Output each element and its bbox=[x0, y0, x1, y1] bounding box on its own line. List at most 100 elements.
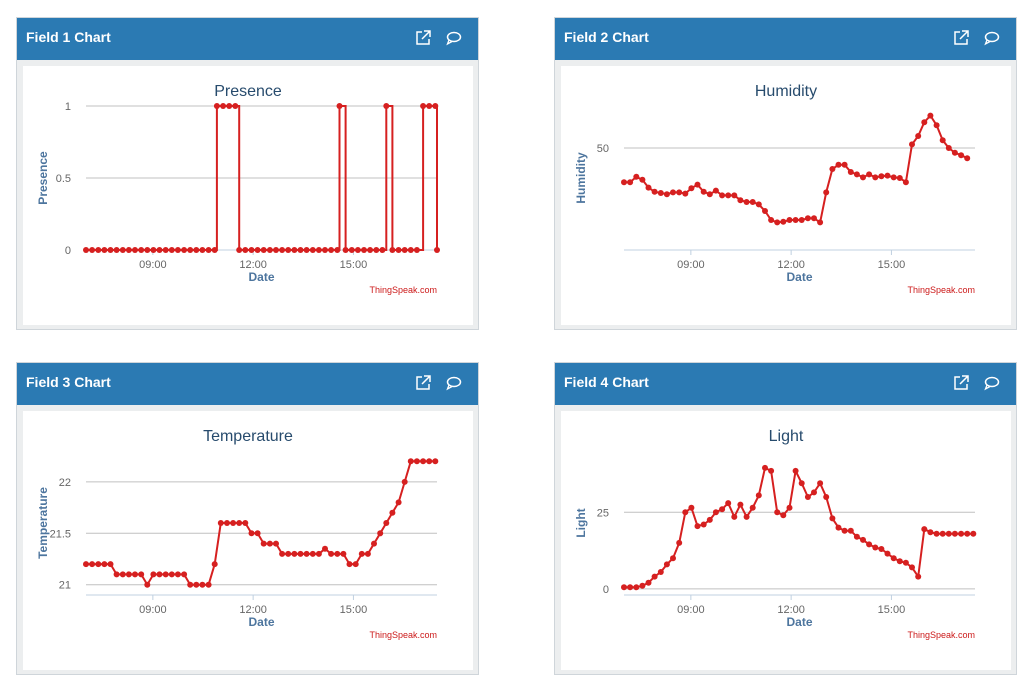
data-point[interactable] bbox=[230, 520, 237, 526]
data-point[interactable] bbox=[119, 571, 126, 578]
data-point[interactable] bbox=[909, 141, 915, 148]
data-point[interactable] bbox=[119, 247, 126, 253]
data-point[interactable] bbox=[377, 530, 384, 537]
data-point[interactable] bbox=[817, 219, 824, 226]
data-point[interactable] bbox=[896, 558, 903, 565]
data-point[interactable] bbox=[835, 161, 842, 168]
data-point[interactable] bbox=[829, 166, 836, 172]
data-point[interactable] bbox=[896, 175, 903, 181]
data-point[interactable] bbox=[804, 215, 811, 222]
data-point[interactable] bbox=[303, 550, 310, 557]
data-point[interactable] bbox=[254, 530, 261, 537]
data-point[interactable] bbox=[187, 247, 194, 253]
data-point[interactable] bbox=[749, 199, 756, 205]
data-point[interactable] bbox=[798, 480, 805, 487]
data-point[interactable] bbox=[774, 509, 781, 516]
data-point[interactable] bbox=[156, 571, 163, 578]
data-point[interactable] bbox=[364, 550, 371, 557]
data-point[interactable] bbox=[236, 247, 243, 253]
data-point[interactable] bbox=[841, 527, 848, 534]
data-point[interactable] bbox=[682, 509, 689, 516]
data-point[interactable] bbox=[884, 172, 891, 179]
data-point[interactable] bbox=[743, 199, 750, 205]
data-point[interactable] bbox=[413, 247, 420, 253]
data-point[interactable] bbox=[162, 247, 169, 253]
data-point[interactable] bbox=[266, 540, 273, 547]
data-point[interactable] bbox=[841, 161, 848, 168]
data-point[interactable] bbox=[83, 561, 89, 568]
data-point[interactable] bbox=[279, 247, 286, 253]
data-point[interactable] bbox=[706, 191, 713, 198]
data-point[interactable] bbox=[113, 247, 120, 253]
data-point[interactable] bbox=[224, 520, 230, 526]
data-point[interactable] bbox=[168, 247, 175, 253]
data-point[interactable] bbox=[872, 544, 879, 551]
data-point[interactable] bbox=[657, 190, 664, 196]
data-point[interactable] bbox=[291, 550, 298, 557]
data-point[interactable] bbox=[348, 247, 355, 253]
data-point[interactable] bbox=[921, 119, 928, 126]
data-point[interactable] bbox=[835, 524, 842, 531]
data-point[interactable] bbox=[621, 179, 627, 186]
data-point[interactable] bbox=[633, 584, 640, 591]
thingspeak-credit-link[interactable]: ThingSpeak.com bbox=[369, 285, 437, 295]
data-point[interactable] bbox=[89, 561, 96, 568]
external-link-icon[interactable] bbox=[414, 29, 432, 47]
data-point[interactable] bbox=[682, 190, 689, 197]
data-point[interactable] bbox=[743, 513, 750, 520]
data-point[interactable] bbox=[340, 550, 347, 557]
data-point[interactable] bbox=[774, 219, 781, 226]
data-point[interactable] bbox=[420, 103, 427, 109]
data-point[interactable] bbox=[639, 176, 646, 183]
data-point[interactable] bbox=[939, 530, 946, 537]
comment-icon[interactable] bbox=[983, 374, 1001, 392]
data-point[interactable] bbox=[132, 247, 138, 253]
data-point[interactable] bbox=[432, 458, 439, 465]
data-point[interactable] bbox=[389, 509, 396, 516]
data-point[interactable] bbox=[342, 247, 349, 253]
data-point[interactable] bbox=[731, 513, 738, 520]
data-point[interactable] bbox=[639, 582, 646, 589]
data-point[interactable] bbox=[921, 526, 928, 533]
data-point[interactable] bbox=[420, 458, 427, 465]
data-point[interactable] bbox=[958, 530, 965, 537]
data-point[interactable] bbox=[933, 530, 940, 537]
data-point[interactable] bbox=[786, 504, 793, 511]
data-point[interactable] bbox=[358, 550, 365, 557]
external-link-icon[interactable] bbox=[414, 374, 432, 392]
data-point[interactable] bbox=[688, 504, 695, 511]
data-point[interactable] bbox=[211, 247, 218, 253]
data-point[interactable] bbox=[902, 559, 909, 566]
data-point[interactable] bbox=[804, 494, 811, 500]
data-point[interactable] bbox=[260, 247, 267, 253]
data-point[interactable] bbox=[651, 188, 658, 195]
data-point[interactable] bbox=[663, 561, 670, 568]
data-point[interactable] bbox=[964, 530, 971, 537]
data-point[interactable] bbox=[226, 103, 233, 109]
data-point[interactable] bbox=[688, 185, 695, 192]
comment-icon[interactable] bbox=[445, 374, 463, 392]
data-point[interactable] bbox=[322, 545, 328, 552]
data-point[interactable] bbox=[303, 247, 310, 253]
data-point[interactable] bbox=[138, 247, 145, 253]
data-point[interactable] bbox=[725, 500, 732, 507]
data-point[interactable] bbox=[174, 571, 181, 578]
data-point[interactable] bbox=[395, 499, 402, 506]
data-point[interactable] bbox=[670, 189, 676, 196]
data-point[interactable] bbox=[367, 247, 374, 253]
data-point[interactable] bbox=[162, 571, 169, 578]
data-point[interactable] bbox=[651, 573, 658, 580]
data-point[interactable] bbox=[379, 247, 386, 253]
data-point[interactable] bbox=[700, 188, 707, 195]
data-point[interactable] bbox=[361, 247, 367, 253]
data-point[interactable] bbox=[798, 217, 805, 223]
external-link-icon[interactable] bbox=[952, 29, 970, 47]
data-point[interactable] bbox=[890, 555, 897, 562]
data-point[interactable] bbox=[737, 197, 744, 204]
data-point[interactable] bbox=[915, 573, 922, 580]
data-point[interactable] bbox=[297, 550, 304, 557]
data-point[interactable] bbox=[150, 571, 157, 578]
data-point[interactable] bbox=[633, 173, 640, 180]
data-point[interactable] bbox=[193, 581, 200, 588]
data-point[interactable] bbox=[309, 247, 316, 253]
